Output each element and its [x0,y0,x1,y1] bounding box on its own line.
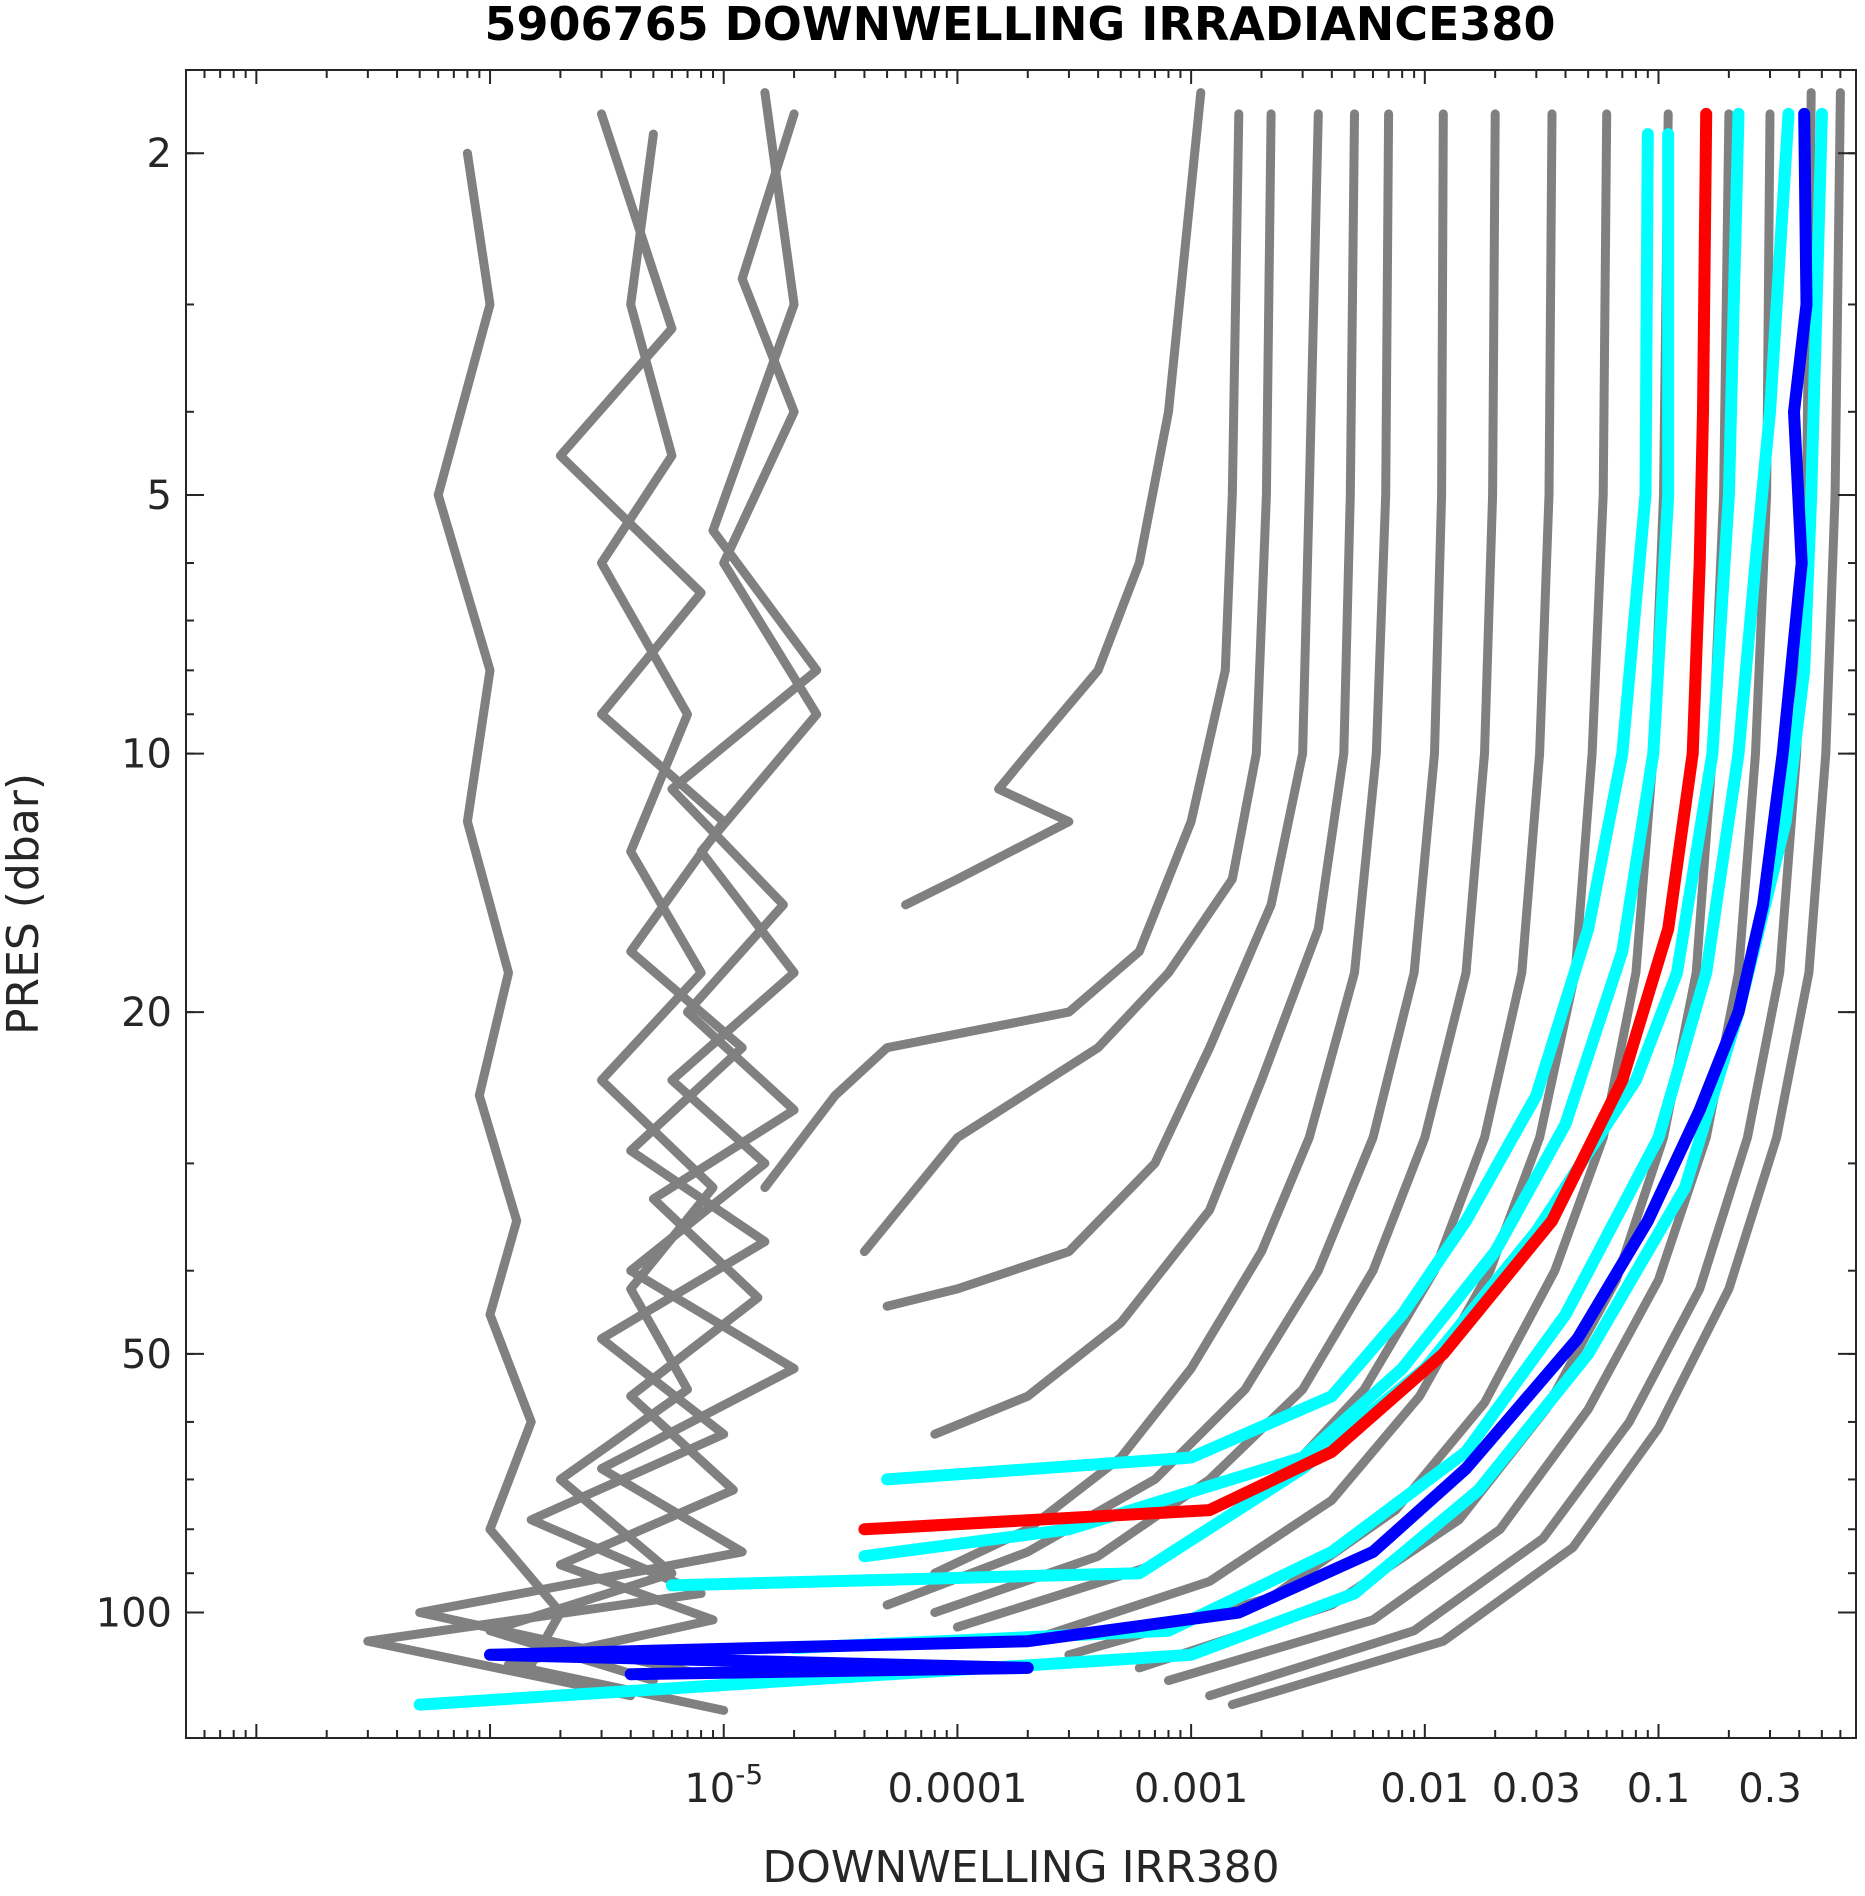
x-tick-label: 10-5 [684,1758,763,1812]
profile-line-0 [433,148,565,1670]
y-tick-label: 2 [147,131,172,177]
y-tick-labels: 2 5 10 20 50 100 [96,131,172,1636]
profile-line-19 [1227,88,1845,1710]
profile-line-25 [858,107,1713,1536]
profile-line-5 [901,88,1206,910]
x-tick-label: 0.001 [1134,1766,1249,1812]
y-tick-label: 50 [121,1332,172,1378]
series-layer [363,88,1845,1715]
profile-line-24 [413,107,1828,1711]
profile-line-1 [485,129,718,1685]
profile-line-21 [858,128,1675,1563]
x-tick-labels: 10-5 0.0001 0.001 0.01 0.03 0.1 0.3 [684,1758,1801,1812]
profile-line-23 [788,107,1795,1654]
profile-line-7 [859,109,1276,1257]
x-tick-label: 0.1 [1627,1766,1691,1812]
y-tick-label: 5 [147,473,172,519]
y-tick-label: 100 [96,1590,172,1636]
profile-line-6 [760,109,1244,1192]
profile-line-4 [504,88,822,1715]
axis-ticks [185,70,1856,1738]
plot-frame [185,69,1857,1739]
x-axis-label: DOWNWELLING IRR380 [762,1842,1279,1893]
profile-line-20 [881,128,1654,1486]
y-tick-label: 20 [121,990,172,1036]
y-tick-label: 10 [121,732,172,778]
x-tick-label: 0.3 [1738,1766,1802,1812]
x-tick-label: 0.01 [1380,1766,1469,1812]
profile-line-9 [930,109,1359,1439]
profile-line-17 [1164,109,1775,1685]
profile-line-13 [952,109,1557,1632]
y-axis-label: PRES (dbar) [0,773,49,1035]
profile-line-2 [415,109,822,1679]
x-tick-label: 0.03 [1492,1766,1581,1812]
profile-line-26 [484,107,1813,1681]
profile-line-3 [363,109,770,1701]
x-tick-label: 0.0001 [887,1766,1027,1812]
chart-title: 5906765 DOWNWELLING IRRADIANCE380 [485,0,1556,51]
profile-line-8 [882,109,1323,1311]
profile-line-10 [930,109,1394,1578]
profile-line-11 [882,109,1448,1610]
